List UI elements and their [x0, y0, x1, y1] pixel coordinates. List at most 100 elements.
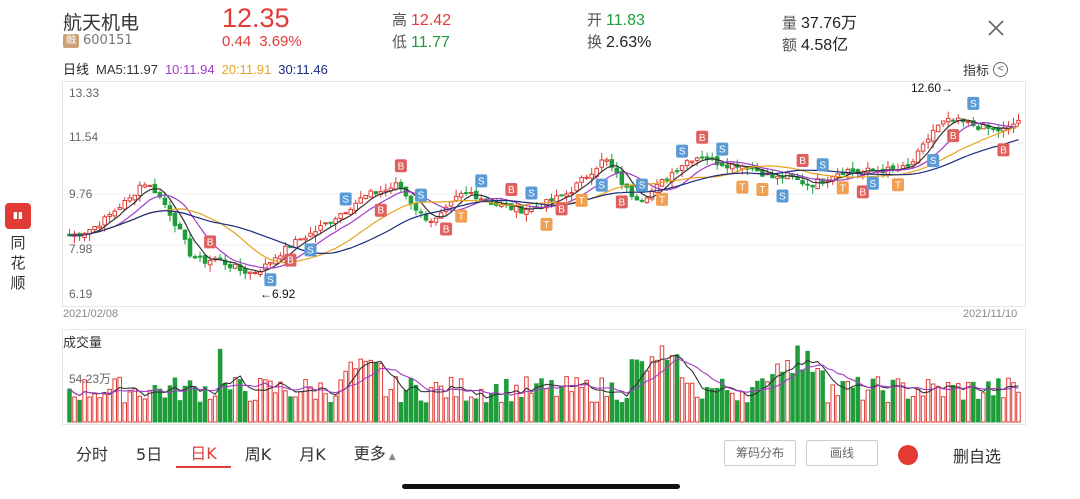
side-brand[interactable]: ▮▮ 同 花 顺 [0, 203, 36, 293]
tab-weekly-k[interactable]: 周K [244, 445, 272, 464]
volume-bar [955, 383, 961, 423]
volume-bar [679, 377, 685, 423]
volume-bar [313, 398, 318, 423]
volume-bar [484, 402, 489, 423]
volume-bar [850, 387, 856, 423]
volume-bar [634, 359, 640, 423]
turnover-stat: 换 2.63% [587, 33, 652, 51]
candle-body [117, 207, 122, 210]
volume-bar [152, 385, 158, 423]
volume-bar [333, 395, 338, 423]
candle-body [519, 204, 524, 214]
volume-bar [825, 402, 830, 423]
home-indicator [402, 484, 680, 489]
volume-bar [694, 396, 700, 423]
volume-chart[interactable] [62, 329, 1026, 425]
candle-body [293, 239, 298, 249]
volume-bar [468, 396, 474, 423]
candle-body [368, 190, 374, 198]
candle-body [810, 185, 815, 188]
amount-stat: 额 4.58亿 [782, 36, 849, 54]
low-stat: 低 11.77 [392, 33, 450, 51]
candle-body [905, 163, 911, 167]
volume-bar [865, 389, 871, 423]
volume-bar [102, 393, 107, 423]
volume-bar [684, 382, 690, 423]
volume-bar [398, 402, 404, 423]
signal-marker [891, 178, 904, 192]
record-dot-icon[interactable] [898, 445, 918, 465]
signal-marker [756, 183, 769, 197]
candle-body [142, 184, 148, 188]
tab-monthly-k[interactable]: 月K [299, 445, 326, 464]
volume-bar [820, 370, 825, 423]
candle-body [870, 168, 876, 171]
indicator-button[interactable]: 指标 < [963, 60, 1009, 79]
signal-label: T [543, 220, 549, 231]
candle-body [428, 220, 434, 223]
volume-bar [740, 391, 745, 423]
volume-bar [785, 359, 790, 423]
candle-body [453, 195, 459, 201]
candle-body [524, 208, 529, 215]
volume-bar [875, 376, 881, 423]
volume-bar [981, 392, 986, 423]
volume-bar [378, 363, 384, 423]
candle-body [248, 271, 253, 274]
volume-bar [107, 388, 112, 423]
candle-body [132, 194, 138, 201]
candle-body [358, 197, 363, 204]
remove-watchlist-button[interactable]: 删自选 [953, 447, 1002, 466]
candle-body [107, 213, 112, 217]
candle-body [845, 168, 851, 175]
tab-5day[interactable]: 5日 [136, 445, 163, 464]
signal-marker [540, 217, 553, 231]
volume-bar [473, 398, 479, 423]
tab-intraday[interactable]: 分时 [76, 445, 109, 464]
volume-bar [499, 401, 504, 423]
volume-title: 成交量 [63, 336, 103, 351]
candle-body [278, 255, 283, 260]
volume-bar [383, 396, 389, 423]
ma30-label: 30:11.46 [278, 62, 328, 77]
signal-label: S [719, 145, 726, 156]
candle-body [303, 237, 308, 241]
tab-more[interactable]: 更多 ▲ [353, 443, 396, 463]
volume-bar [770, 374, 775, 423]
volume-bar [448, 376, 454, 423]
candle-body [177, 223, 183, 230]
volume-bar [704, 387, 710, 423]
period-label: 日线 [63, 63, 90, 78]
volume-bar [157, 388, 163, 423]
signal-marker [414, 188, 427, 202]
candle-body [930, 129, 936, 142]
volume-bar [760, 378, 765, 423]
volume-bar [529, 392, 534, 423]
volume-bar [1016, 391, 1021, 423]
chip-distribution-button[interactable]: 筹码分布 [724, 440, 796, 466]
volume-bar [393, 376, 399, 423]
candle-body [433, 217, 439, 223]
tab-daily-k[interactable]: 日K [176, 442, 231, 468]
volume-bar [945, 381, 951, 423]
volume-bar [730, 392, 735, 423]
volume-bar [971, 381, 976, 423]
candle-body [604, 159, 610, 162]
volume-bar [222, 382, 228, 423]
candle-body [418, 211, 424, 214]
candle-body [674, 170, 680, 173]
volume-bar [714, 387, 720, 423]
candle-body [569, 191, 574, 195]
volume-bar [142, 398, 148, 423]
draw-line-button[interactable]: 画线 [806, 440, 878, 466]
volume-bar [940, 396, 946, 423]
candle-body [253, 272, 258, 275]
candle-body [1016, 119, 1021, 124]
volume-bar [242, 391, 248, 423]
close-icon[interactable] [985, 17, 1007, 39]
candle-body [162, 197, 168, 206]
candle-body [689, 160, 695, 164]
volume-bar [117, 376, 122, 423]
signal-marker [575, 193, 588, 207]
